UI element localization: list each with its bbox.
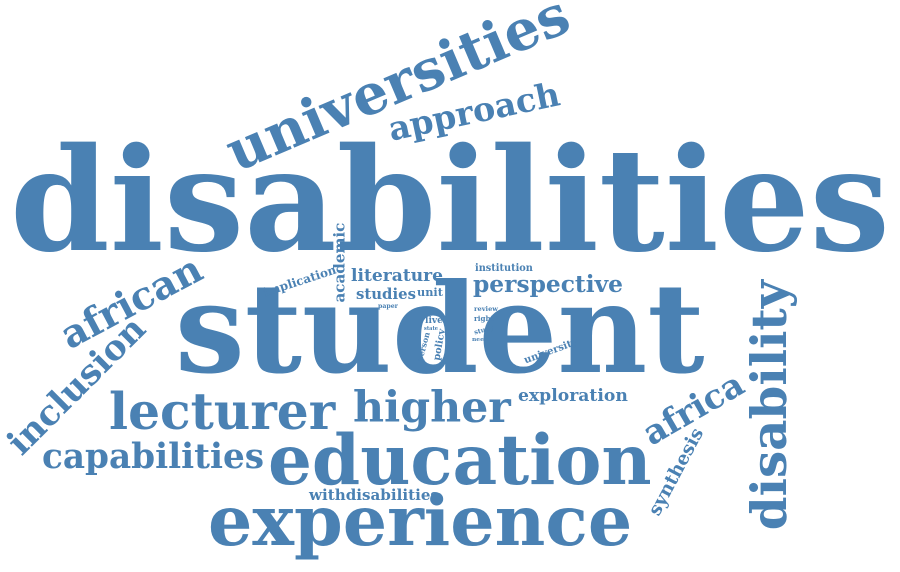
word-perspective: perspective xyxy=(473,269,623,298)
word-paper: paper xyxy=(378,303,398,310)
word-higher: higher xyxy=(353,382,511,433)
word-institution: institution xyxy=(475,263,533,274)
word-review: review xyxy=(474,304,498,313)
word-studies: studies xyxy=(356,284,416,303)
word-unit: unit xyxy=(417,284,443,299)
word-experience: experience xyxy=(208,481,633,562)
word-disabilities: disabilities xyxy=(10,115,890,284)
word-need: need xyxy=(472,336,488,343)
word-live: live xyxy=(425,314,443,326)
word-withdisabilities: withdisabilities xyxy=(309,485,439,504)
word-exploration: exploration xyxy=(518,385,628,406)
word-academic: academic xyxy=(330,222,349,303)
word-right: right xyxy=(474,313,494,323)
word-capabilities: capabilities xyxy=(42,437,265,477)
word-disability: disability xyxy=(741,280,798,531)
word-state: state xyxy=(424,325,438,332)
word-literature: literature xyxy=(351,265,444,286)
word-lecturer: lecturer xyxy=(109,382,336,441)
word-student: student xyxy=(175,257,705,402)
word-education: education xyxy=(268,419,652,501)
